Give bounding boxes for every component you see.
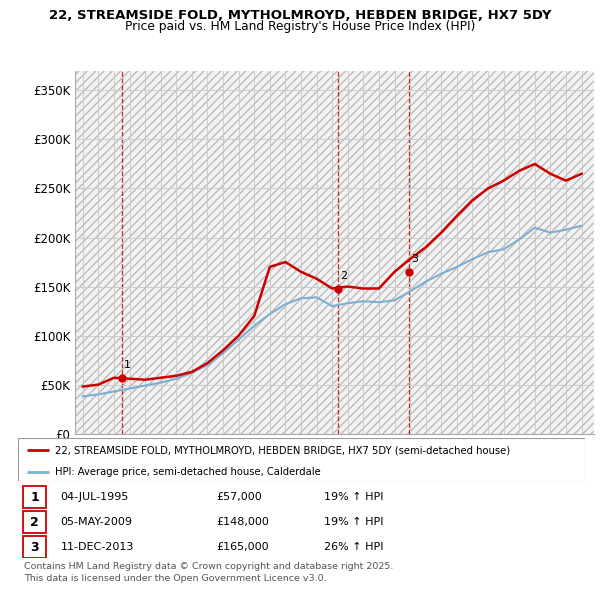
Text: 2: 2 <box>30 516 39 529</box>
Text: £148,000: £148,000 <box>217 517 269 527</box>
Text: 22, STREAMSIDE FOLD, MYTHOLMROYD, HEBDEN BRIDGE, HX7 5DY (semi-detached house): 22, STREAMSIDE FOLD, MYTHOLMROYD, HEBDEN… <box>55 445 510 455</box>
FancyBboxPatch shape <box>23 536 46 558</box>
Text: 04-JUL-1995: 04-JUL-1995 <box>61 492 129 502</box>
Text: 3: 3 <box>30 540 39 554</box>
FancyBboxPatch shape <box>18 438 585 481</box>
FancyBboxPatch shape <box>23 511 46 533</box>
Text: HPI: Average price, semi-detached house, Calderdale: HPI: Average price, semi-detached house,… <box>55 467 320 477</box>
Text: 26% ↑ HPI: 26% ↑ HPI <box>324 542 383 552</box>
Bar <box>75 71 594 434</box>
Text: Price paid vs. HM Land Registry's House Price Index (HPI): Price paid vs. HM Land Registry's House … <box>125 20 475 33</box>
Text: 05-MAY-2009: 05-MAY-2009 <box>61 517 133 527</box>
Text: 2: 2 <box>340 271 347 281</box>
Text: 11-DEC-2013: 11-DEC-2013 <box>61 542 134 552</box>
Text: 1: 1 <box>124 360 131 370</box>
Text: £57,000: £57,000 <box>217 492 262 502</box>
Text: 3: 3 <box>411 254 418 264</box>
Text: £165,000: £165,000 <box>217 542 269 552</box>
Text: 19% ↑ HPI: 19% ↑ HPI <box>324 492 383 502</box>
Text: 19% ↑ HPI: 19% ↑ HPI <box>324 517 383 527</box>
FancyBboxPatch shape <box>23 486 46 508</box>
Text: 1: 1 <box>30 490 39 504</box>
Text: 22, STREAMSIDE FOLD, MYTHOLMROYD, HEBDEN BRIDGE, HX7 5DY: 22, STREAMSIDE FOLD, MYTHOLMROYD, HEBDEN… <box>49 9 551 22</box>
Text: Contains HM Land Registry data © Crown copyright and database right 2025.
This d: Contains HM Land Registry data © Crown c… <box>24 562 394 583</box>
